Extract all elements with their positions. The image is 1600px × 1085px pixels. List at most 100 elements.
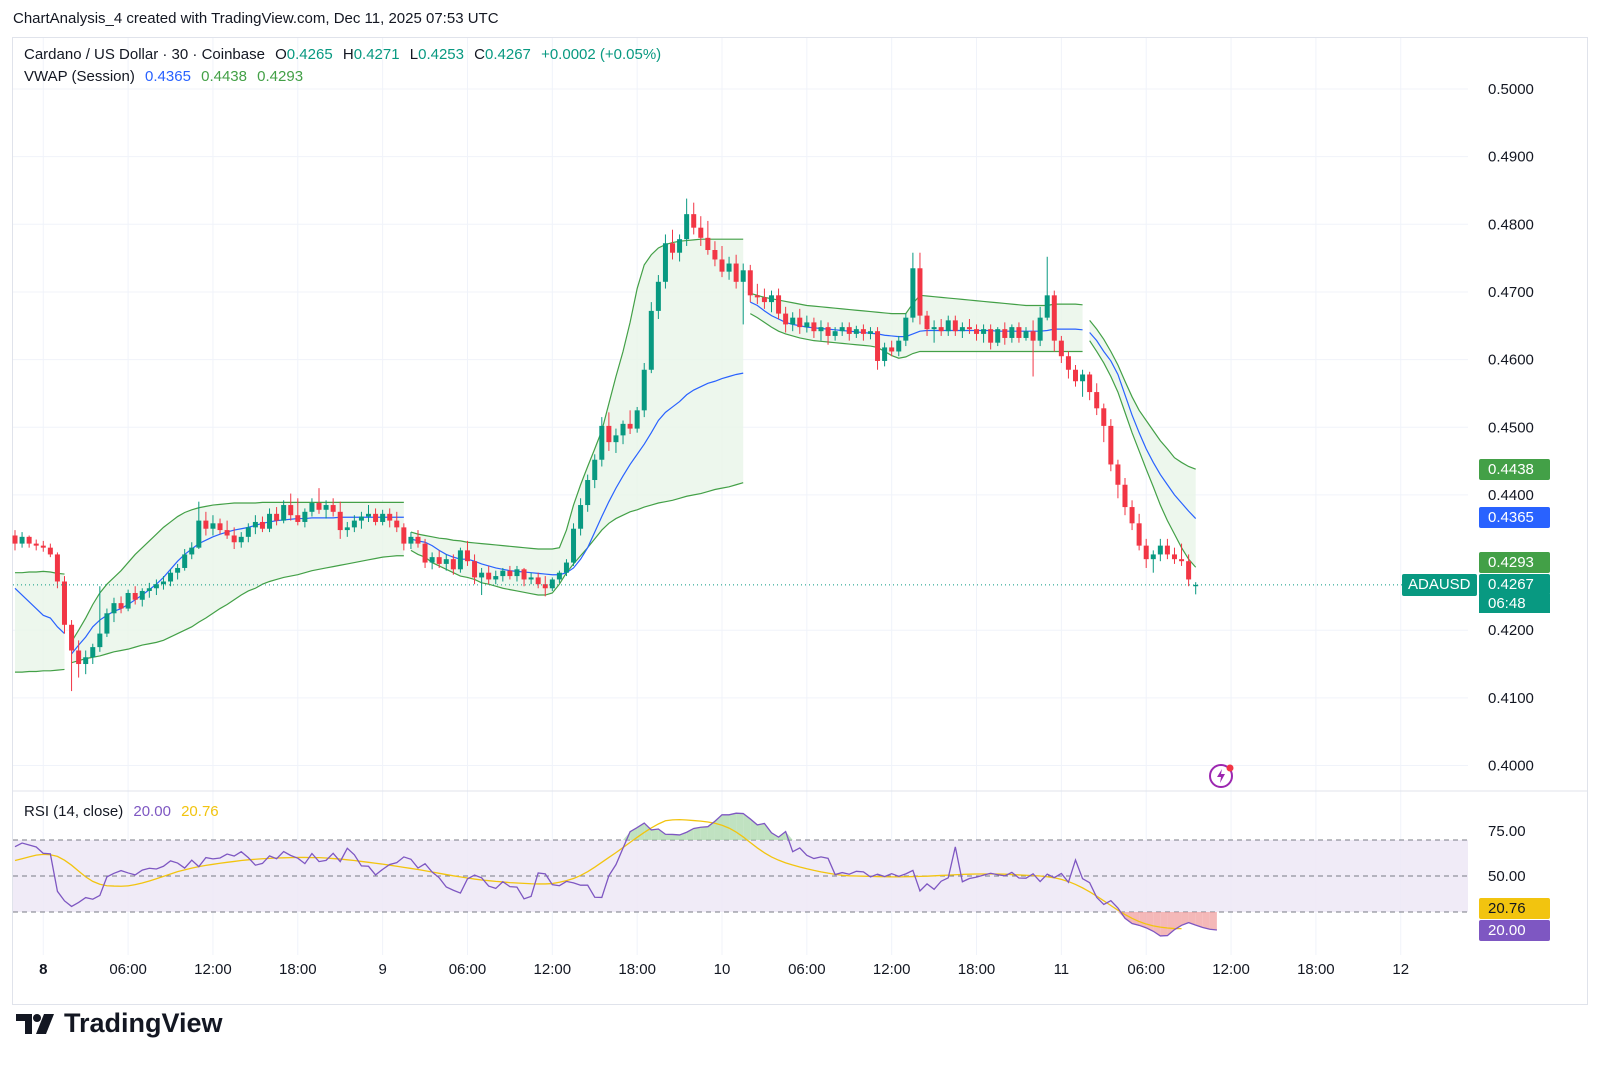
candle-down (733, 263, 739, 282)
vwap-band-fill (71, 502, 404, 663)
candle-down (1186, 561, 1192, 580)
candle-down (889, 347, 895, 352)
candle-up (168, 572, 174, 582)
candle-down (394, 520, 400, 528)
candle-up (238, 536, 244, 543)
rsi-overbought-fill (623, 831, 631, 840)
vwap-upper-band-line (410, 238, 744, 550)
rsi-oversold-fill (1202, 912, 1210, 930)
candle-up (549, 579, 555, 589)
candle-down (1171, 554, 1177, 560)
low-value: 0.4253 (418, 46, 464, 63)
candle-up (90, 647, 96, 658)
candle-up (528, 577, 534, 580)
candle-up (408, 536, 414, 544)
candle-down (875, 331, 881, 361)
candle-down (12, 535, 18, 544)
rsi-ma-tag: 20.76 (1479, 898, 1550, 919)
symbol-tag: ADAUSD (1402, 574, 1477, 596)
candle-up (429, 557, 435, 563)
rsi-overbought-fill (651, 829, 659, 840)
time-axis-label: 12:00 (194, 961, 232, 978)
candle-down (747, 270, 753, 296)
candle-up (578, 505, 584, 529)
candle-up (125, 592, 131, 609)
candle-up (832, 331, 838, 336)
tradingview-wordmark: TradingView (64, 1008, 223, 1038)
candle-down (259, 521, 265, 529)
vwap-legend[interactable]: VWAP (Session) 0.4365 0.4438 0.4293 (24, 68, 309, 85)
price-axis-label: 0.4800 (1488, 216, 1534, 233)
candle-up (839, 327, 845, 332)
price-change: +0.0002 (+0.05%) (541, 46, 662, 63)
candle-down (132, 592, 138, 600)
candle-down (1094, 392, 1100, 409)
flash-alert-icon[interactable] (1208, 762, 1236, 790)
tradingview-logo-icon (16, 1013, 54, 1034)
candle-down (966, 327, 972, 330)
rsi-value: 20.00 (133, 803, 171, 820)
rsi-overbought-fill (658, 829, 666, 840)
rsi-oversold-fill (1174, 912, 1182, 930)
vwap-band-fill (15, 571, 65, 673)
rsi-oversold-fill (1209, 912, 1217, 930)
candle-up (323, 505, 329, 510)
candle-down (1051, 295, 1057, 341)
candle-up (252, 521, 258, 528)
chart-caption: ChartAnalysis_4 created with TradingView… (13, 10, 499, 27)
candle-down (1143, 545, 1149, 560)
rsi-overbought-fill (757, 823, 765, 840)
symbol-title: Cardano / US Dollar · 30 · Coinbase (24, 46, 265, 63)
high-label: H (342, 46, 354, 63)
candle-down (231, 535, 237, 543)
candle-up (571, 528, 577, 563)
candle-up (189, 547, 195, 555)
candle-up (768, 295, 774, 303)
candle-down (40, 545, 46, 548)
candle-down (472, 561, 478, 578)
candle-up (853, 329, 859, 334)
tradingview-logo[interactable]: TradingView (16, 1008, 223, 1039)
open-label: O (275, 46, 287, 63)
rsi-oversold-fill (1160, 912, 1168, 936)
candle-down (974, 329, 980, 334)
price-axis-label: 0.4900 (1488, 149, 1534, 166)
candle-down (860, 329, 866, 334)
rsi-overbought-fill (714, 814, 722, 840)
candle-up (97, 633, 103, 648)
rsi-tag: 20.00 (1479, 920, 1550, 941)
candle-up (182, 554, 188, 568)
price-axis-label: 0.4200 (1488, 622, 1534, 639)
time-axis-label: 8 (39, 961, 47, 978)
candle-down (606, 425, 612, 443)
close-label: C (474, 46, 486, 63)
candle-down (464, 550, 470, 562)
candle-down (783, 313, 789, 325)
candle-down (274, 513, 280, 521)
last-price-tag: 0.4267 (1479, 574, 1550, 595)
rsi-legend[interactable]: RSI (14, close) 20.00 20.76 (24, 803, 225, 820)
rsi-overbought-fill (665, 834, 673, 840)
rsi-oversold-fill (1132, 912, 1140, 926)
candle-up (302, 511, 308, 522)
candle-down (811, 322, 817, 332)
candle-down (118, 603, 124, 609)
candle-up (500, 570, 506, 577)
price-axis-label: 0.5000 (1488, 81, 1534, 98)
candle-down (1122, 484, 1128, 508)
candle-up (196, 520, 202, 548)
vwap-tag: 0.4365 (1479, 507, 1550, 528)
candle-down (1108, 425, 1114, 465)
candle-down (288, 505, 294, 516)
candle-up (563, 562, 569, 573)
candle-down (61, 581, 67, 625)
candle-up (599, 425, 605, 460)
vwap-lower-value: 0.4293 (257, 68, 304, 85)
chart-frame (12, 37, 1588, 1005)
candle-up (995, 329, 1001, 343)
candle-up (210, 523, 216, 529)
candle-down (924, 315, 930, 330)
candle-down (691, 214, 697, 228)
rsi-oversold-fill (1153, 912, 1161, 936)
